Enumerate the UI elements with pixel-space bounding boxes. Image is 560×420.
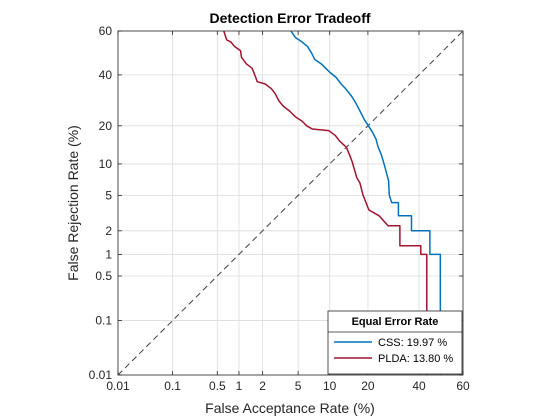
legend-entry-plda: PLDA: 13.80 %: [378, 353, 453, 365]
y-tick-label: 60: [99, 24, 113, 38]
x-tick-label: 40: [412, 379, 426, 393]
x-tick-label: 1: [236, 379, 243, 393]
x-tick-label: 5: [295, 379, 302, 393]
y-tick-label: 0.1: [95, 314, 112, 328]
y-tick-label: 1: [105, 247, 112, 261]
y-tick-label: 5: [105, 188, 112, 202]
x-axis-label: False Acceptance Rate (%): [205, 400, 375, 416]
plot-frame: [117, 30, 464, 376]
x-tick-label: 0.5: [209, 379, 226, 393]
tick-layer: 0.01 0.1 0.5 1 2 5 10 20 40 60 0.01 0.1 0.5 1 2 5 10 20 40…: [89, 24, 470, 393]
legend: Equal Error Rate CSS: 19.97 % PLDA: 13.8…: [327, 310, 463, 375]
x-tick-label: 60: [456, 379, 470, 393]
y-tick-label: 20: [99, 119, 113, 133]
diagonal-reference-line: [117, 30, 464, 376]
y-tick-label: 0.5: [95, 269, 112, 283]
y-tick-label: 0.01: [89, 368, 113, 382]
legend-title: Equal Error Rate: [352, 316, 439, 328]
y-axis-label: False Rejection Rate (%): [65, 125, 81, 281]
x-tick-label: 2: [259, 379, 266, 393]
x-tick-label: 0.1: [164, 379, 181, 393]
x-tick-label: 0.01: [106, 379, 130, 393]
y-tick-label: 40: [99, 68, 113, 82]
chart-title: Detection Error Tradeoff: [209, 10, 370, 26]
legend-entry-css: CSS: 19.97 %: [378, 337, 447, 349]
y-tick-label: 2: [105, 224, 112, 238]
x-tick-label: 20: [361, 379, 375, 393]
series-line-plda: [223, 30, 428, 375]
x-tick-label: 10: [323, 379, 337, 393]
series-line-css: [290, 30, 442, 375]
y-tick-label: 10: [99, 157, 113, 171]
series-layer: [223, 30, 442, 375]
